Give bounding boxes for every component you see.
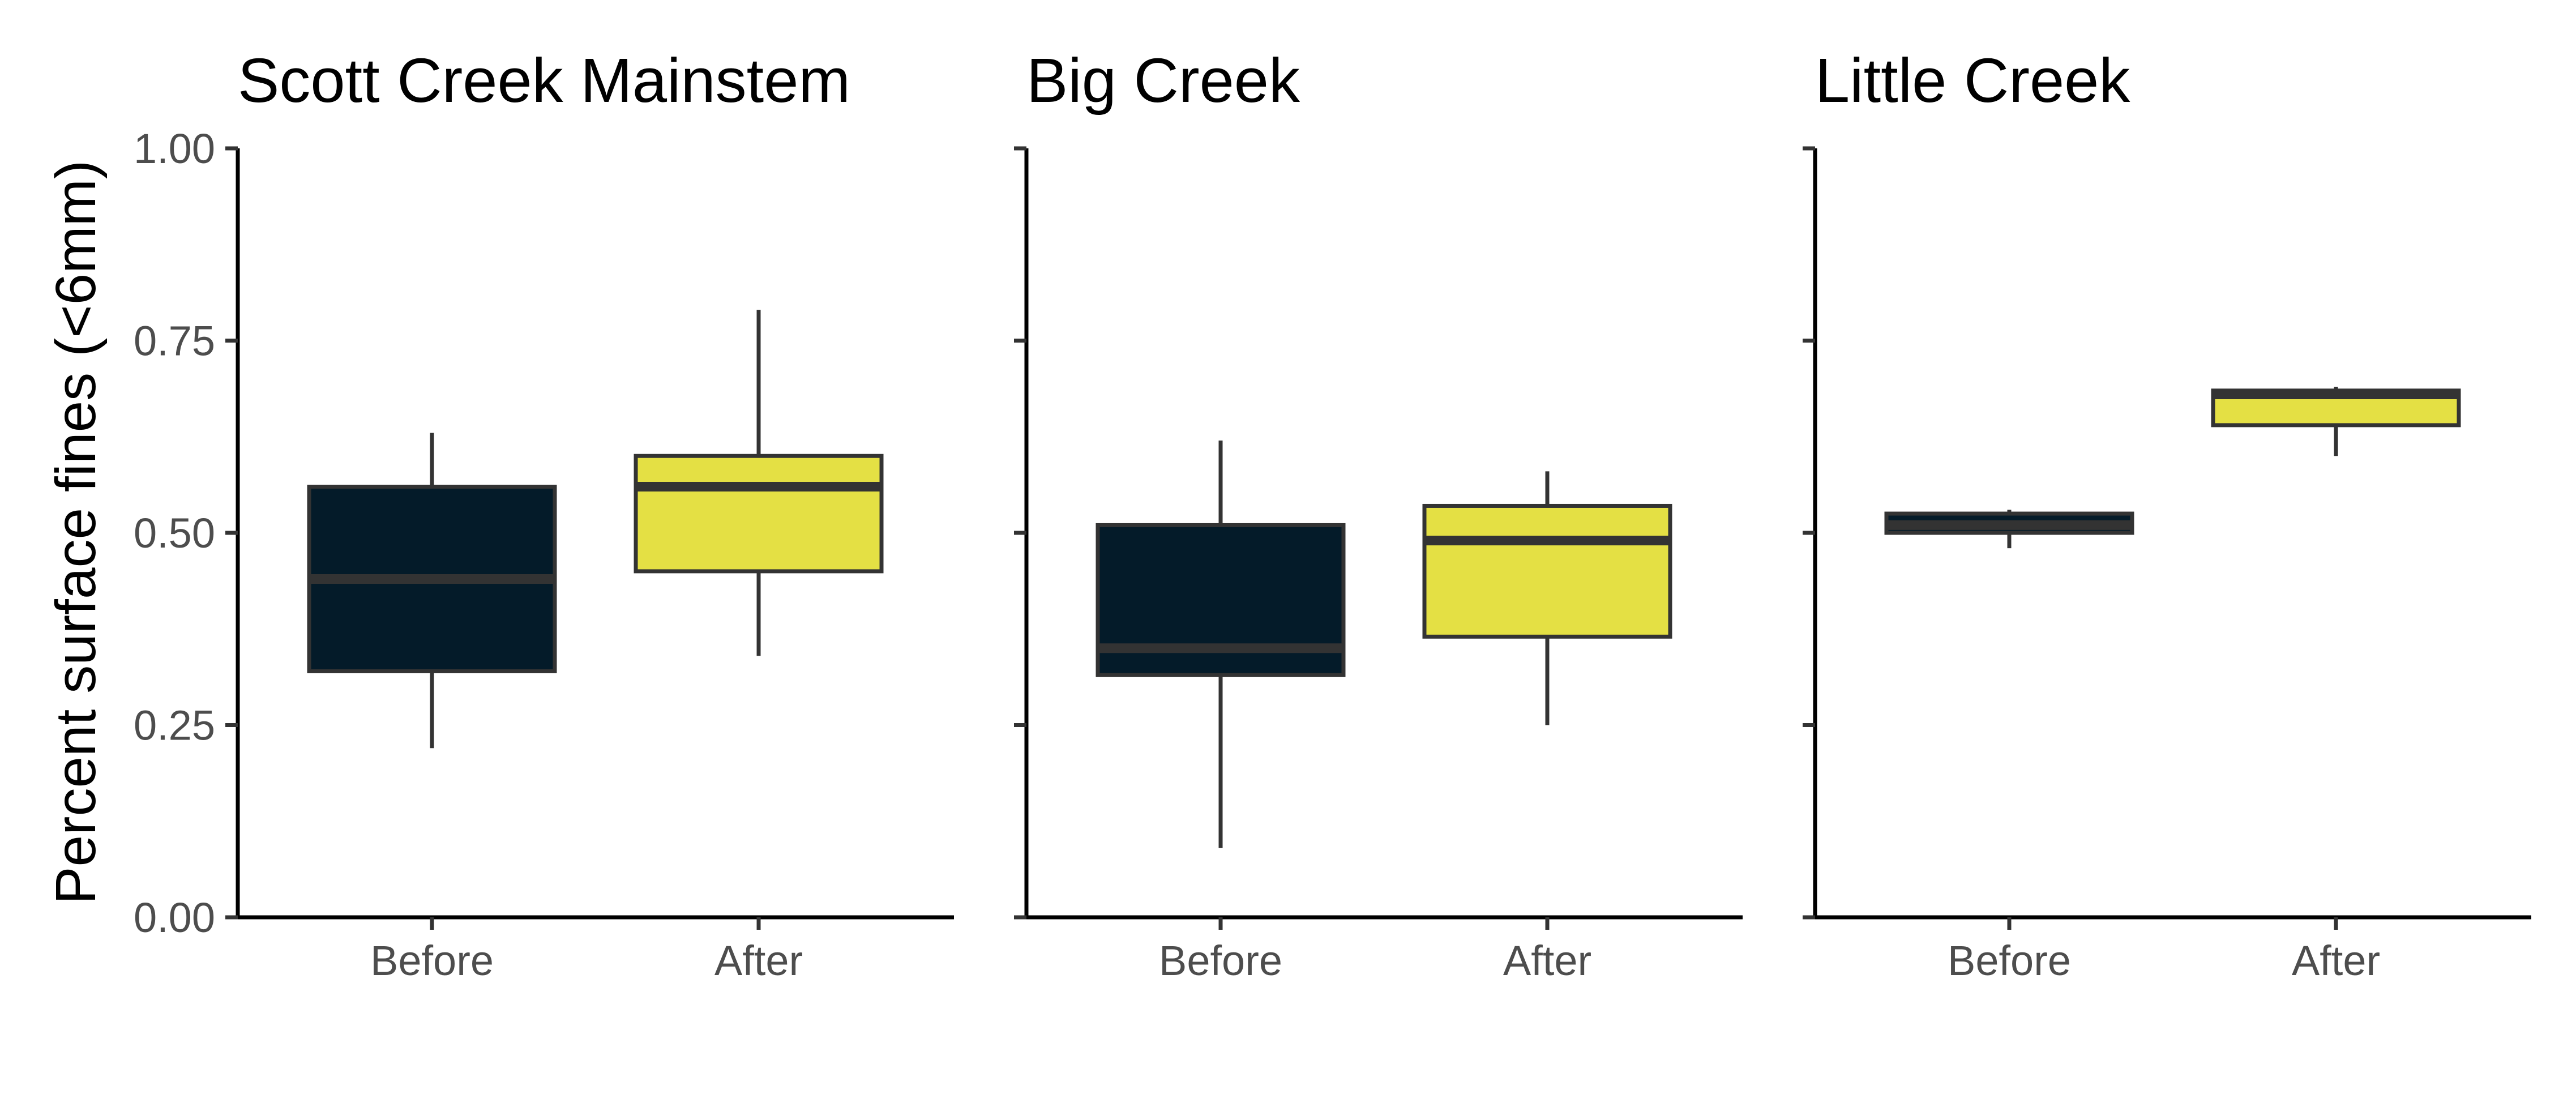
panel-title: Big Creek (1026, 46, 1300, 116)
y-tick-label: 0.50 (134, 510, 215, 557)
panel-title: Scott Creek Mainstem (238, 46, 850, 116)
panel-2: Little Creek Before After (1803, 46, 2531, 984)
x-tick-label: After (714, 937, 803, 984)
box-after (1422, 503, 1672, 639)
panel-title: Little Creek (1815, 46, 2130, 116)
y-tick-label: 1.00 (134, 125, 215, 172)
y-tick-label: 0.25 (134, 702, 215, 749)
panel-0: Scott Creek Mainstem 0.00 0.25 0.50 0.75 1.00… (134, 46, 954, 984)
x-tick-label: Before (370, 937, 494, 984)
y-axis-title: Percent surface fines (<6mm) (44, 160, 108, 904)
panel-1: Big Creek Before After (1014, 46, 1743, 984)
x-tick-label: After (1503, 937, 1591, 984)
x-tick-label: Before (1159, 937, 1282, 984)
x-tick-label: After (2292, 937, 2380, 984)
y-tick-label: 0.00 (134, 894, 215, 941)
y-tick-label: 0.75 (134, 318, 215, 365)
box-after (634, 454, 884, 574)
x-tick-label: Before (1948, 937, 2071, 984)
